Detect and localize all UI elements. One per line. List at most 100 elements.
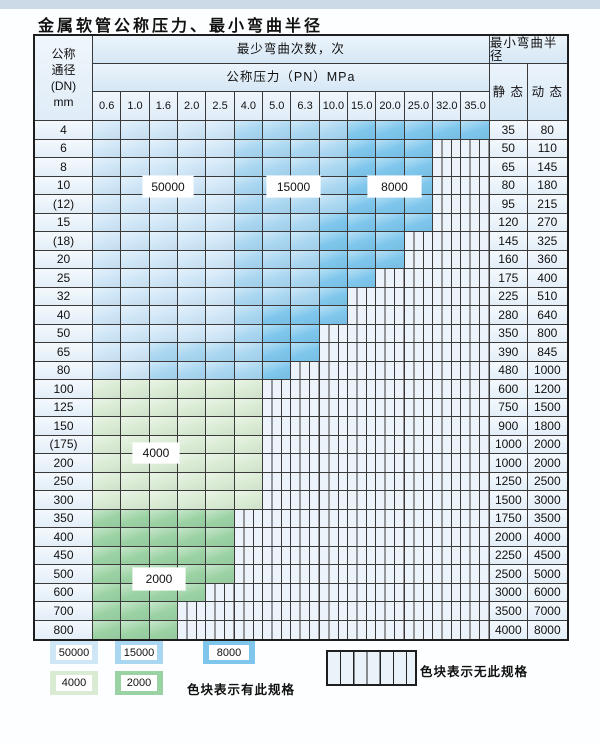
legend-swatch-50000: 50000 bbox=[50, 641, 98, 664]
spec-cell-dn350-pn20.0-none bbox=[376, 509, 405, 528]
spec-cell-dn450-pn15.0-none bbox=[348, 546, 377, 565]
spec-cell-dn6-pn0.6-50000 bbox=[93, 139, 122, 158]
spec-cell-dn80-pn0.6-50000 bbox=[93, 361, 122, 380]
spec-cell-dn8-pn2.5-50000 bbox=[206, 158, 235, 177]
spec-cell-dn20-pn10.0-8000 bbox=[319, 250, 349, 269]
dn-cell-25: 25 bbox=[35, 269, 93, 288]
spec-cell-dn32-pn0.6-50000 bbox=[93, 287, 122, 306]
static-value-(12): 95 bbox=[489, 195, 528, 214]
static-value-20: 160 bbox=[489, 250, 528, 269]
spec-cell-dn65-pn2.0-15000 bbox=[178, 343, 207, 362]
spec-cell-dn32-pn6.3-15000 bbox=[291, 287, 320, 306]
spec-cell-dn125-pn20.0-none bbox=[376, 398, 405, 417]
spec-cell-dn25-pn5.0-15000 bbox=[263, 269, 292, 288]
spec-cell-dn50-pn10.0-none bbox=[319, 324, 349, 343]
spec-cell-dn25-pn15.0-8000 bbox=[348, 269, 377, 288]
dn-header-line: 公称 bbox=[51, 47, 76, 61]
spec-cell-dn125-pn25.0-none bbox=[404, 398, 434, 417]
spec-cell-dn80-pn10.0-none bbox=[319, 361, 349, 380]
pressure-header-15.0: 15.0 bbox=[348, 92, 377, 121]
pressure-header-20.0: 20.0 bbox=[376, 92, 405, 121]
spec-cell-dn200-pn5.0-none bbox=[263, 454, 292, 473]
dynamic-value-450: 4500 bbox=[527, 546, 567, 565]
spec-cell-dn300-pn10.0-none bbox=[319, 491, 349, 510]
spec-cell-dn250-pn2.0-4000 bbox=[178, 472, 207, 491]
spec-cell-dn350-pn32.0-none bbox=[433, 509, 462, 528]
spec-cell-dn20-pn5.0-15000 bbox=[263, 250, 292, 269]
spec-cell-dn300-pn2.5-4000 bbox=[206, 491, 235, 510]
spec-cell-dn700-pn25.0-none bbox=[404, 602, 434, 621]
dynamic-value-(12): 215 bbox=[527, 195, 567, 214]
spec-cell-dn(18)-pn5.0-15000 bbox=[263, 232, 292, 251]
spec-cell-dn15-pn2.5-50000 bbox=[206, 213, 235, 232]
spec-cell-dn10-pn0.6-50000 bbox=[93, 176, 122, 195]
spec-cell-dn6-pn2.0-50000 bbox=[178, 139, 207, 158]
spec-cell-dn250-pn20.0-none bbox=[376, 472, 405, 491]
spec-cell-dn450-pn6.3-none bbox=[291, 546, 320, 565]
static-value-800: 4000 bbox=[489, 620, 528, 639]
spec-cell-dn15-pn0.6-50000 bbox=[93, 213, 122, 232]
spec-cell-dn65-pn35.0-none bbox=[461, 343, 490, 362]
dynamic-value-32: 510 bbox=[527, 287, 567, 306]
spec-cell-dn250-pn4.0-4000 bbox=[234, 472, 264, 491]
spec-cell-dn125-pn10.0-none bbox=[319, 398, 349, 417]
spec-cell-dn500-pn15.0-none bbox=[348, 565, 377, 584]
spec-cell-dn40-pn1.0-50000 bbox=[121, 306, 150, 325]
dynamic-value-80: 1000 bbox=[527, 361, 567, 380]
spec-cell-dn700-pn1.0-2000 bbox=[121, 602, 150, 621]
spec-cell-dn250-pn5.0-none bbox=[263, 472, 292, 491]
spec-cell-dn600-pn6.3-none bbox=[291, 583, 320, 602]
spec-cell-dn32-pn2.5-50000 bbox=[206, 287, 235, 306]
legend-swatch-15000-label: 15000 bbox=[120, 645, 158, 660]
spec-cell-dn800-pn0.6-2000 bbox=[93, 620, 122, 639]
dn-cell-300: 300 bbox=[35, 491, 93, 510]
spec-cell-dn150-pn2.0-4000 bbox=[178, 417, 207, 436]
spec-cell-dn(12)-pn0.6-50000 bbox=[93, 195, 122, 214]
static-value-50: 350 bbox=[489, 324, 528, 343]
spec-cell-dn6-pn6.3-15000 bbox=[291, 139, 320, 158]
spec-table: 公称 通径 (DN) mm 最少弯曲次数，次 公称压力（PN）MPa 0.6 1.0 1.6 2.… bbox=[33, 34, 569, 641]
spec-cell-dn700-pn32.0-none bbox=[433, 602, 462, 621]
spec-cell-dn65-pn1.0-50000 bbox=[121, 343, 150, 362]
spec-cell-dn32-pn4.0-15000 bbox=[234, 287, 264, 306]
spec-cell-dn(18)-pn15.0-8000 bbox=[348, 232, 377, 251]
spec-cell-dn250-pn6.3-none bbox=[291, 472, 320, 491]
spec-cell-dn(175)-pn15.0-none bbox=[348, 435, 377, 454]
spec-cell-dn15-pn15.0-8000 bbox=[348, 213, 377, 232]
pressure-header-10.0: 10.0 bbox=[319, 92, 349, 121]
dn-cell-500: 500 bbox=[35, 565, 93, 584]
spec-cell-dn350-pn4.0-none bbox=[234, 509, 264, 528]
spec-cell-dn15-pn6.3-15000 bbox=[291, 213, 320, 232]
page-top-strip bbox=[0, 0, 600, 9]
spec-cell-dn350-pn15.0-none bbox=[348, 509, 377, 528]
spec-cell-dn125-pn35.0-none bbox=[461, 398, 490, 417]
spec-cell-dn800-pn1.6-2000 bbox=[149, 620, 179, 639]
spec-cell-dn350-pn2.0-2000 bbox=[178, 509, 207, 528]
spec-cell-dn100-pn6.3-none bbox=[291, 380, 320, 399]
spec-cell-dn(18)-pn4.0-15000 bbox=[234, 232, 264, 251]
legend-swatch-50000-label: 50000 bbox=[55, 645, 93, 660]
cycles-label-4000: 4000 bbox=[133, 443, 179, 463]
spec-cell-dn20-pn32.0-none bbox=[433, 250, 462, 269]
spec-cell-dn(175)-pn0.6-4000 bbox=[93, 435, 122, 454]
dn-cell-8: 8 bbox=[35, 158, 93, 177]
spec-cell-dn700-pn2.0-none bbox=[178, 602, 207, 621]
spec-cell-dn80-pn35.0-none bbox=[461, 361, 490, 380]
spec-cell-dn150-pn1.6-4000 bbox=[149, 417, 179, 436]
spec-cell-dn800-pn2.5-none bbox=[206, 620, 235, 639]
spec-cell-dn25-pn0.6-50000 bbox=[93, 269, 122, 288]
spec-cell-dn150-pn25.0-none bbox=[404, 417, 434, 436]
spec-cell-dn(12)-pn20.0-8000 bbox=[376, 195, 405, 214]
spec-cell-dn400-pn25.0-none bbox=[404, 528, 434, 547]
spec-cell-dn700-pn4.0-none bbox=[234, 602, 264, 621]
spec-cell-dn20-pn20.0-8000 bbox=[376, 250, 405, 269]
spec-cell-dn150-pn32.0-none bbox=[433, 417, 462, 436]
spec-cell-dn450-pn10.0-none bbox=[319, 546, 349, 565]
spec-cell-dn80-pn2.0-15000 bbox=[178, 361, 207, 380]
spec-cell-dn25-pn2.0-50000 bbox=[178, 269, 207, 288]
static-value-32: 225 bbox=[489, 287, 528, 306]
spec-cell-dn25-pn20.0-none bbox=[376, 269, 405, 288]
pressure-header-25.0: 25.0 bbox=[404, 92, 434, 121]
spec-cell-dn25-pn32.0-none bbox=[433, 269, 462, 288]
spec-cell-dn(175)-pn20.0-none bbox=[376, 435, 405, 454]
